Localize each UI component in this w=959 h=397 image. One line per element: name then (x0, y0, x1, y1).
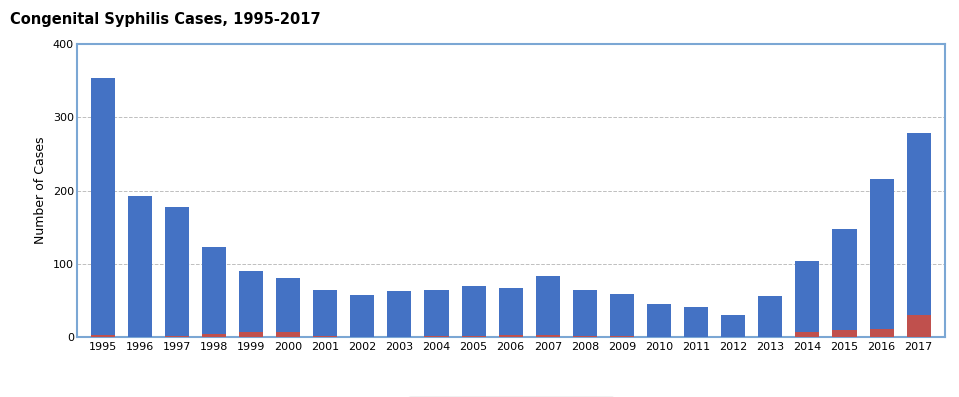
Bar (610, 294, 634, 336)
Bar (128, 197, 152, 337)
Bar (906, 315, 930, 337)
Bar (647, 304, 671, 337)
Bar (832, 330, 856, 337)
Bar (499, 287, 523, 335)
Bar (165, 207, 189, 336)
Bar (276, 278, 300, 331)
Bar (165, 336, 189, 337)
Bar (610, 336, 634, 337)
Bar (573, 336, 596, 337)
Bar (239, 331, 263, 337)
Bar (832, 229, 856, 330)
Bar (387, 291, 411, 337)
Bar (425, 336, 449, 337)
Bar (461, 286, 485, 336)
Bar (91, 78, 115, 335)
Bar (795, 261, 819, 332)
Bar (721, 315, 745, 337)
Text: Congenital Syphilis Cases, 1995-2017: Congenital Syphilis Cases, 1995-2017 (10, 12, 320, 27)
Bar (870, 179, 894, 329)
Bar (314, 290, 338, 336)
Bar (906, 133, 930, 315)
Bar (91, 335, 115, 337)
Bar (795, 332, 819, 337)
Bar (350, 295, 374, 337)
Bar (239, 272, 263, 331)
Bar (425, 291, 449, 336)
Bar (499, 335, 523, 337)
Bar (684, 306, 708, 337)
Bar (202, 334, 226, 337)
Bar (759, 296, 783, 337)
Bar (536, 276, 560, 335)
Bar (536, 335, 560, 337)
Bar (314, 336, 338, 337)
Y-axis label: Number of Cases: Number of Cases (35, 137, 47, 244)
Bar (202, 247, 226, 334)
Bar (276, 331, 300, 337)
Bar (573, 290, 596, 336)
Bar (461, 336, 485, 337)
Bar (870, 329, 894, 337)
